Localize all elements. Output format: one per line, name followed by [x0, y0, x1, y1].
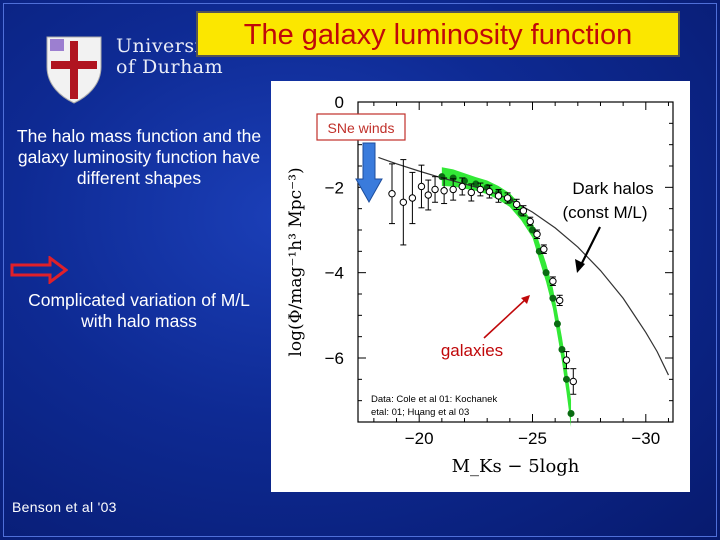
data-point — [569, 377, 577, 386]
band-point — [542, 269, 550, 277]
data-point — [467, 188, 476, 197]
sne-winds-arrow — [355, 142, 383, 204]
y-tick-label: −6 — [325, 349, 344, 368]
data-source-label: Data: Cole et al 01: Kochanek — [371, 394, 497, 405]
dark-halos-arrowhead — [575, 259, 585, 273]
university-name: University of Durham — [116, 36, 223, 78]
x-tick-label: −25 — [518, 429, 547, 448]
galaxies-arrow — [483, 298, 527, 339]
band-point — [553, 320, 561, 328]
galaxies-label: galaxies — [441, 341, 503, 360]
data-point — [562, 356, 571, 364]
band-point — [461, 177, 469, 185]
data-point — [526, 217, 534, 226]
y-axis-label: log(Φ/mag⁻¹h³ Mpc⁻³) — [286, 167, 306, 356]
data-point — [408, 194, 417, 202]
dark-halos-arrow — [579, 226, 601, 268]
band-point — [449, 174, 457, 182]
x-axis-label: M_Ks − 5logh — [452, 456, 580, 477]
data-point — [549, 277, 557, 285]
dark-halos-label: Dark halos — [572, 179, 653, 198]
band-point — [562, 375, 570, 383]
sne-winds-box — [316, 113, 406, 141]
luminosity-function-chart: −20 −25 −30 0 −2 −4 −6 M_Ks − 5logh log(Φ/mag⁻¹h… — [286, 93, 674, 477]
data-point — [458, 182, 466, 191]
y-tick-label: −2 — [325, 178, 344, 197]
university-line2: of Durham — [116, 56, 224, 78]
university-line1: University — [116, 35, 221, 57]
band-point — [567, 409, 575, 417]
y-tick-label: −4 — [325, 264, 344, 283]
data-point — [388, 190, 396, 198]
y-tick-label: 0 — [335, 93, 344, 112]
slide-frame — [3, 3, 717, 537]
data-point — [424, 191, 432, 199]
dark-halos-label-2: (const M/L) — [562, 203, 647, 222]
data-source-label-2: etal: 01; Huang et al 03 — [371, 407, 469, 418]
galaxies-arrowhead — [521, 295, 530, 304]
data-point — [555, 296, 564, 305]
data-point — [485, 187, 494, 196]
credit-text: Benson et al '03 — [12, 499, 117, 515]
durham-crest-icon — [46, 36, 102, 104]
body-text-ml: Complicated variation of M/L with halo m… — [28, 290, 250, 331]
plot-frame — [357, 101, 674, 423]
data-point — [449, 185, 457, 194]
data-point — [440, 187, 448, 195]
data-point — [540, 245, 548, 253]
data-point — [503, 194, 512, 202]
sne-winds-label: SNe winds — [328, 120, 395, 136]
slide-title: The galaxy luminosity function — [196, 11, 680, 57]
data-point — [512, 200, 521, 209]
band-point — [472, 180, 480, 188]
x-tick-label: −20 — [405, 429, 434, 448]
band-point — [528, 226, 536, 234]
data-point — [519, 207, 528, 215]
band-point — [549, 294, 557, 302]
dark-halo-curve — [378, 156, 670, 376]
data-point — [399, 198, 408, 206]
body-text-shapes: The halo mass function and the galaxy lu… — [16, 126, 262, 188]
data-point — [431, 185, 439, 194]
chart-panel: −20 −25 −30 0 −2 −4 −6 M_Ks − 5logh log(Φ/mag⁻¹h… — [271, 81, 690, 492]
right-arrow-icon — [10, 256, 68, 284]
data-point — [417, 182, 426, 191]
data-point — [494, 192, 503, 200]
x-tick-label: −30 — [631, 429, 660, 448]
data-point — [476, 185, 485, 194]
data-point — [533, 230, 541, 238]
